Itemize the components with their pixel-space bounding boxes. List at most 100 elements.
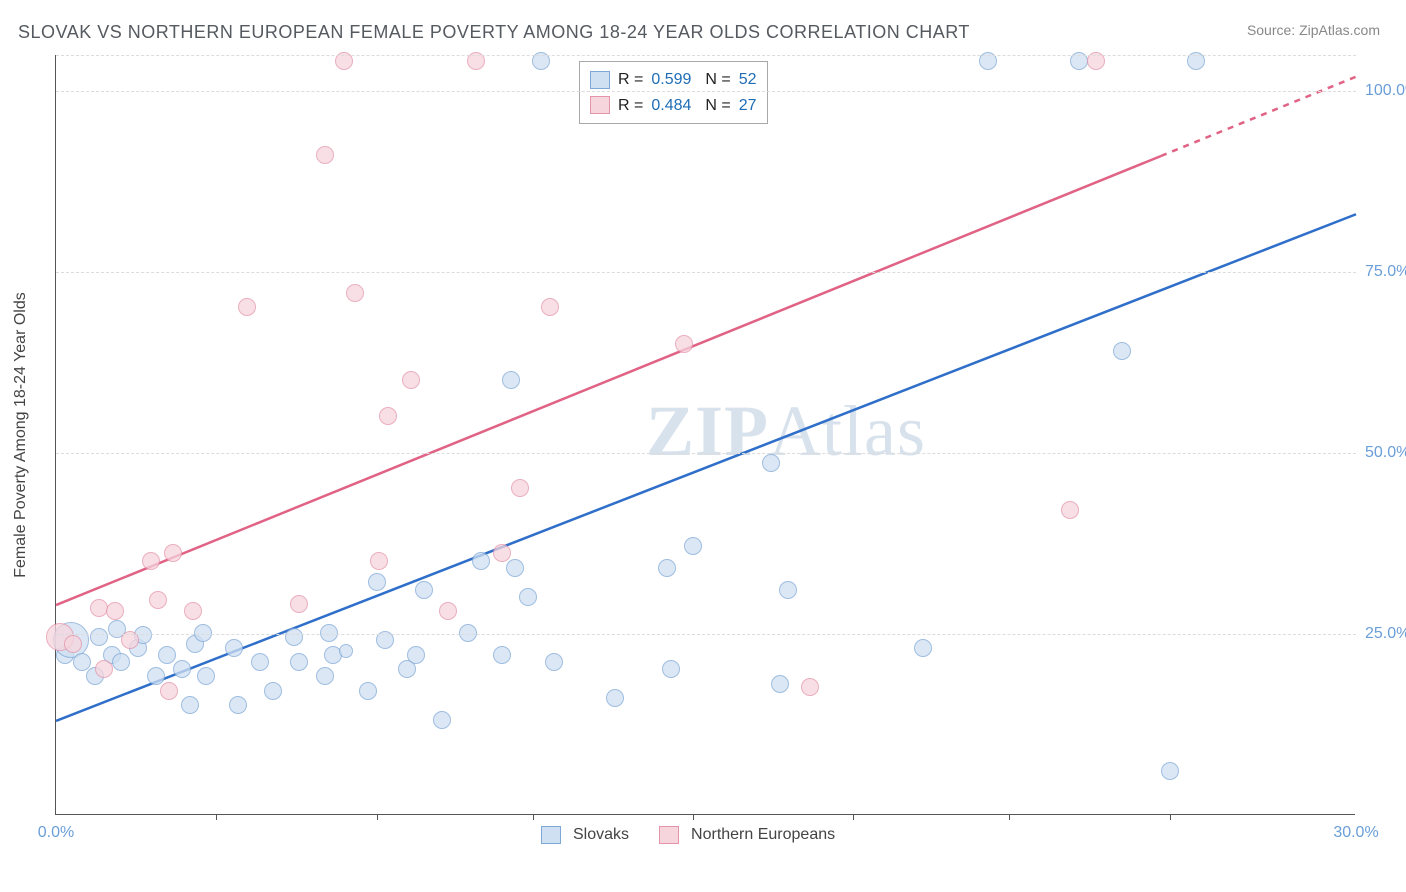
scatter-point [158, 646, 176, 664]
scatter-point [502, 371, 520, 389]
scatter-point [316, 146, 334, 164]
x-tick [693, 814, 694, 820]
source-attribution: Source: ZipAtlas.com [1247, 22, 1380, 38]
r-value-slovaks: 0.599 [651, 67, 691, 93]
scatter-point [90, 628, 108, 646]
n-value-slovaks: 52 [739, 67, 757, 93]
legend-stats-row: R = 0.484 N = 27 [590, 93, 757, 119]
y-axis-label: Female Poverty Among 18-24 Year Olds [12, 292, 30, 578]
scatter-point [1113, 342, 1131, 360]
scatter-point [402, 371, 420, 389]
n-value-northern: 27 [739, 93, 757, 119]
scatter-point [316, 667, 334, 685]
x-tick [216, 814, 217, 820]
legend-label-slovaks: Slovaks [573, 826, 629, 844]
scatter-point [493, 646, 511, 664]
scatter-point [493, 544, 511, 562]
scatter-point [95, 660, 113, 678]
scatter-point [225, 639, 243, 657]
scatter-point [359, 682, 377, 700]
scatter-point [106, 602, 124, 620]
series-legend: Slovaks Northern Europeans [541, 826, 853, 844]
y-tick-label: 25.0% [1365, 625, 1406, 643]
scatter-point [762, 454, 780, 472]
scatter-point [339, 644, 353, 658]
scatter-point [290, 595, 308, 613]
x-tick [1170, 814, 1171, 820]
scatter-point [415, 581, 433, 599]
y-tick-label: 50.0% [1365, 444, 1406, 462]
scatter-point [181, 696, 199, 714]
r-value-northern: 0.484 [651, 93, 691, 119]
scatter-point [238, 298, 256, 316]
scatter-point [142, 552, 160, 570]
x-tick [853, 814, 854, 820]
scatter-point [1061, 501, 1079, 519]
scatter-point [675, 335, 693, 353]
scatter-point [662, 660, 680, 678]
x-tick-label: 30.0% [1333, 824, 1378, 842]
scatter-point [197, 667, 215, 685]
scatter-point [73, 653, 91, 671]
scatter-point [160, 682, 178, 700]
scatter-point [801, 678, 819, 696]
chart-plot-area: Female Poverty Among 18-24 Year Olds ZIP… [55, 55, 1355, 815]
chart-title: SLOVAK VS NORTHERN EUROPEAN FEMALE POVER… [18, 22, 970, 43]
scatter-point [368, 573, 386, 591]
scatter-point [370, 552, 388, 570]
scatter-point [506, 559, 524, 577]
scatter-point [779, 581, 797, 599]
gridline-horizontal [56, 91, 1356, 92]
scatter-point [407, 646, 425, 664]
scatter-point [684, 537, 702, 555]
legend-stats-row: R = 0.599 N = 52 [590, 67, 757, 93]
scatter-point [1161, 762, 1179, 780]
gridline-horizontal [56, 453, 1356, 454]
scatter-point [173, 660, 191, 678]
legend-label-northern: Northern Europeans [691, 826, 835, 844]
trend-lines-layer [56, 55, 1356, 815]
scatter-point [149, 591, 167, 609]
scatter-point [541, 298, 559, 316]
scatter-point [229, 696, 247, 714]
scatter-point [433, 711, 451, 729]
x-tick-label: 0.0% [38, 824, 74, 842]
gridline-horizontal [56, 634, 1356, 635]
r-label: R = [618, 67, 643, 93]
scatter-point [439, 602, 457, 620]
scatter-point [519, 588, 537, 606]
scatter-point [472, 552, 490, 570]
scatter-point [112, 653, 130, 671]
scatter-point [511, 479, 529, 497]
scatter-point [290, 653, 308, 671]
correlation-legend: R = 0.599 N = 52 R = 0.484 N = 27 [579, 61, 768, 124]
scatter-point [346, 284, 364, 302]
scatter-point [914, 639, 932, 657]
legend-swatch-slovaks [590, 71, 610, 89]
scatter-point [184, 602, 202, 620]
n-label: N = [705, 93, 730, 119]
scatter-point [545, 653, 563, 671]
scatter-point [285, 628, 303, 646]
x-tick [1009, 814, 1010, 820]
scatter-point [379, 407, 397, 425]
scatter-point [606, 689, 624, 707]
scatter-point [251, 653, 269, 671]
gridline-horizontal [56, 55, 1356, 56]
x-tick [377, 814, 378, 820]
scatter-point [658, 559, 676, 577]
n-label: N = [705, 67, 730, 93]
scatter-point [264, 682, 282, 700]
r-label: R = [618, 93, 643, 119]
scatter-point [164, 544, 182, 562]
scatter-point [771, 675, 789, 693]
legend-swatch-northern [590, 96, 610, 114]
legend-swatch-slovaks-bottom [541, 826, 561, 844]
y-tick-label: 100.0% [1365, 82, 1406, 100]
x-tick [533, 814, 534, 820]
gridline-horizontal [56, 272, 1356, 273]
scatter-point [147, 667, 165, 685]
y-tick-label: 75.0% [1365, 263, 1406, 281]
legend-swatch-northern-bottom [659, 826, 679, 844]
scatter-point [64, 635, 82, 653]
